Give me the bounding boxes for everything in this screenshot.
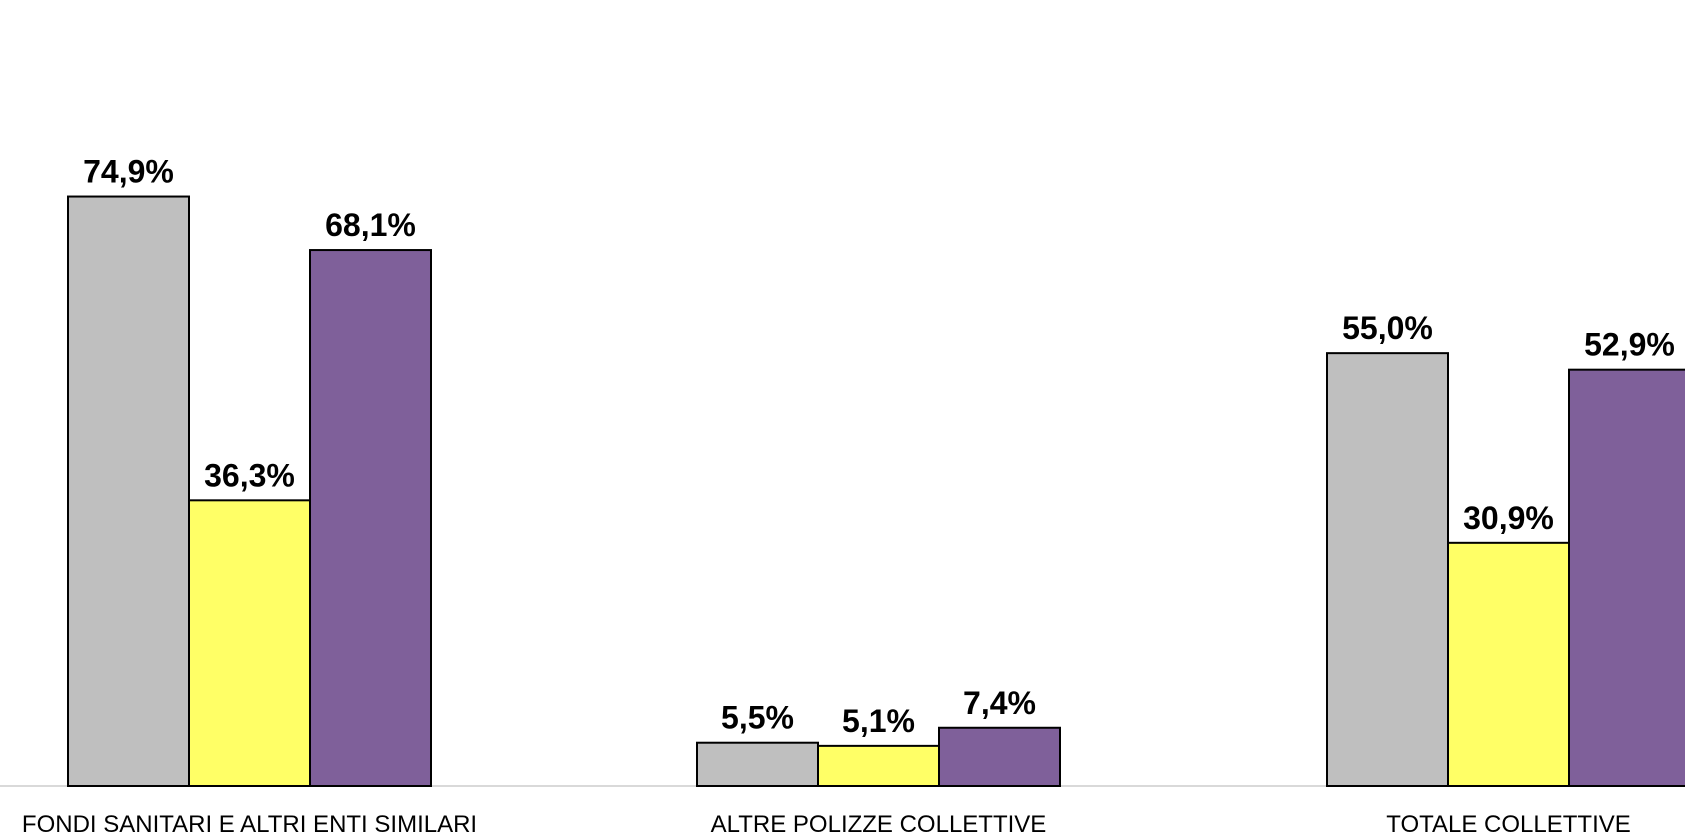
data-label-series2-cat1: 36,3%	[204, 457, 295, 493]
data-label-series3-cat1: 68,1%	[325, 207, 416, 243]
category-label-1: FONDI SANITARI E ALTRI ENTI SIMILARI	[22, 811, 477, 838]
bar-series3-cat3	[1568, 368, 1685, 787]
bar-series3-cat1	[309, 249, 432, 788]
bar-series2-cat1	[188, 499, 311, 787]
bar-series1-cat1	[67, 195, 190, 788]
bars-group	[67, 195, 1685, 788]
bar-series2-cat3	[1447, 541, 1570, 788]
bar-series1-cat3	[1326, 352, 1449, 787]
data-label-series2-cat3: 30,9%	[1463, 500, 1554, 536]
data-label-series1-cat2: 5,5%	[721, 700, 794, 736]
category-labels-group: FONDI SANITARI E ALTRI ENTI SIMILARI ALTR…	[22, 811, 1631, 838]
data-label-series3-cat3: 52,9%	[1584, 327, 1675, 363]
category-label-2: ALTRE POLIZZE COLLETTIVE	[711, 811, 1047, 838]
data-label-series2-cat2: 5,1%	[842, 703, 915, 739]
data-label-series1-cat1: 74,9%	[83, 154, 174, 190]
data-labels-group: 74,9% 36,3% 68,1% 5,5% 5,1% 7,4% 55,0% 30,9% 52,…	[83, 154, 1675, 739]
bar-series1-cat2	[696, 741, 819, 788]
category-label-3: TOTALE COLLETTIVE	[1386, 811, 1631, 838]
data-label-series3-cat2: 7,4%	[963, 685, 1036, 721]
data-label-series1-cat3: 55,0%	[1342, 310, 1433, 346]
bar-series3-cat2	[938, 726, 1061, 788]
bar-series2-cat2	[817, 744, 940, 787]
